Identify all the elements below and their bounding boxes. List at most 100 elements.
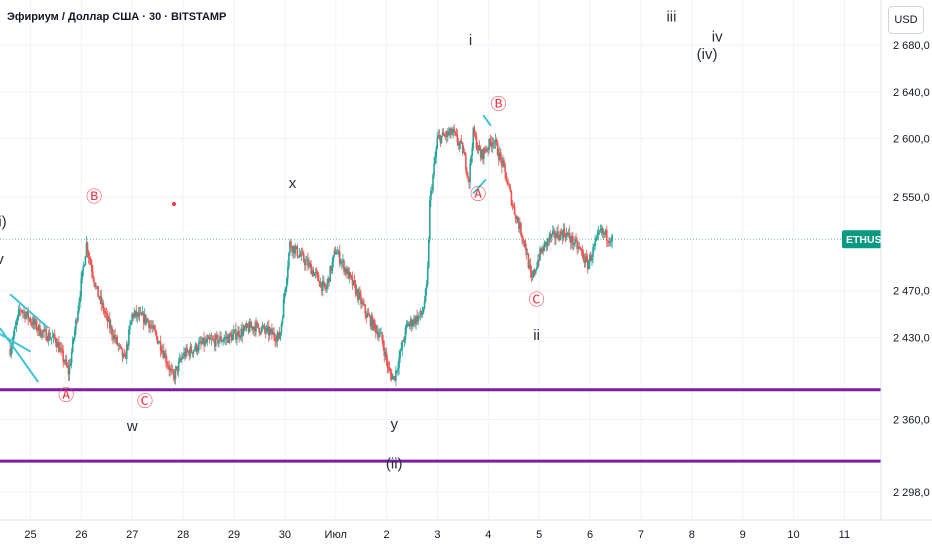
candle-body (14, 325, 17, 329)
candle-body (206, 338, 209, 343)
candle-body (473, 127, 476, 136)
candle-body (567, 232, 570, 235)
x-tick-label: 8 (689, 529, 695, 541)
candle-body (19, 309, 22, 311)
candle-body (134, 310, 137, 314)
candle-body (423, 301, 426, 309)
candle-body (151, 326, 153, 328)
candle-body (135, 310, 138, 317)
candle-body (272, 332, 274, 335)
candle-body (376, 331, 378, 333)
candles (9, 124, 613, 387)
candle-body (310, 263, 312, 275)
candle-body (97, 286, 99, 297)
candle-body (379, 332, 381, 336)
candle-body (10, 348, 13, 356)
candle-body (439, 135, 442, 144)
candle-body (295, 246, 298, 248)
x-tick-label: 6 (587, 529, 593, 541)
candle-body (349, 272, 352, 276)
candle-body (294, 247, 297, 254)
candle-body (124, 355, 127, 359)
candle-body (307, 259, 309, 267)
candle-body (82, 266, 85, 271)
candle-body (513, 206, 516, 215)
candle-body (33, 319, 36, 325)
candle-body (556, 231, 558, 238)
candle-body (238, 330, 240, 338)
candle-body (204, 340, 206, 346)
candle-body (455, 132, 458, 135)
candle-body (319, 282, 322, 287)
candle-body (298, 254, 301, 258)
candle-body (559, 231, 561, 241)
candle-body (192, 350, 195, 354)
candle-body (487, 149, 489, 151)
candle-body (64, 359, 67, 363)
candle-body (75, 319, 77, 330)
candle-body (138, 312, 141, 317)
candle-body (405, 324, 408, 328)
x-tick-label: 29 (228, 529, 240, 541)
candle-body (249, 322, 252, 328)
candle-body (465, 155, 467, 170)
candle-body (165, 353, 167, 363)
candle-body (27, 311, 29, 320)
candle-body (87, 253, 90, 257)
candle-body (32, 319, 35, 326)
candle-body (182, 356, 184, 358)
candle-body (133, 313, 135, 318)
candle-body (490, 142, 493, 147)
candle-body (188, 351, 191, 357)
candle-body (148, 321, 150, 329)
candle-body (168, 366, 170, 371)
candle-body (70, 352, 73, 363)
candle-body (285, 278, 288, 288)
candle-body (416, 315, 418, 323)
candle-body (433, 163, 435, 175)
candle-body (164, 353, 166, 359)
candle-body (232, 331, 235, 335)
wave-circle-label: Ⓒ (529, 291, 545, 309)
candle-body (592, 247, 594, 257)
wave-circle-label: Ⓒ (137, 393, 153, 411)
candle-body (193, 349, 196, 351)
candle-body (502, 160, 504, 167)
candle-body (575, 238, 577, 241)
candle-body (98, 296, 100, 299)
candle-body (283, 293, 286, 299)
candle-body (314, 271, 317, 274)
candle-body (220, 336, 222, 342)
candle-body (43, 329, 45, 332)
x-tick-label: 7 (638, 529, 644, 541)
candle-body (587, 262, 590, 270)
candle-body (400, 349, 403, 351)
candle-body (9, 349, 11, 356)
candle-body (523, 240, 525, 242)
wave-label: ii (533, 327, 540, 344)
candle-body (566, 232, 569, 235)
candle-body (421, 313, 424, 315)
candle-body (265, 327, 268, 333)
candle-body (107, 318, 110, 322)
trendlines (0, 114, 492, 383)
candle-body (189, 346, 192, 357)
candle-body (256, 322, 258, 324)
candle-body (141, 312, 144, 316)
candle-body (338, 250, 341, 264)
candle-body (445, 131, 448, 137)
trendline (482, 114, 492, 127)
candle-body (154, 329, 157, 333)
currency-button[interactable]: USD (888, 6, 924, 34)
candle-body (259, 332, 262, 334)
candle-body (484, 148, 486, 151)
candle-body (584, 256, 587, 263)
candle-body (460, 140, 463, 143)
candle-body (12, 335, 15, 343)
candle-body (346, 268, 348, 274)
candle-body (155, 332, 158, 337)
candle-body (24, 311, 26, 319)
candle-body (321, 281, 324, 291)
